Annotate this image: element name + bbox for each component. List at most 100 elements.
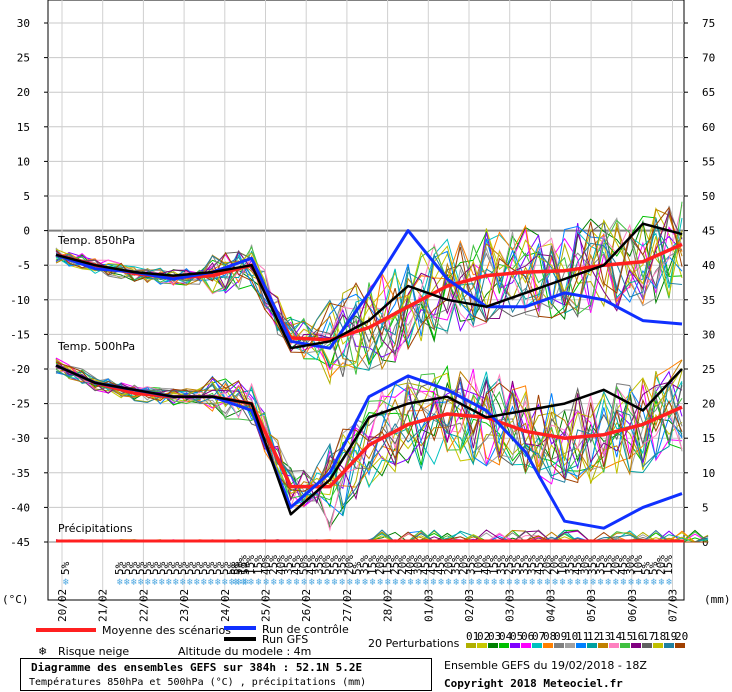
perturbation-swatch [554, 643, 564, 648]
snow-risk-percent: 15% [366, 555, 379, 575]
left-tick-label: 10 [17, 155, 30, 168]
snow-risk-cell: 30% ❄ [624, 555, 637, 588]
snow-risk-cell: 15% ❄ [601, 555, 614, 588]
snowflake-icon: ❄ [332, 577, 339, 588]
snowflake-icon: ❄ [208, 577, 215, 588]
perturbation-number: 19 [664, 630, 677, 643]
snowflake-icon: ❄ [138, 577, 145, 588]
snowflake-icon: ❄ [415, 577, 422, 588]
perturbation-swatch [664, 643, 674, 648]
snowflake-icon: ❄ [173, 577, 180, 588]
snowflake-icon: ❄ [241, 577, 248, 588]
snow-risk-cell: 5% ❄ [155, 561, 168, 588]
snowflake-icon: ❄ [560, 577, 567, 588]
snow-risk-cell: 5% ❄ [120, 561, 133, 588]
snow-risk-cell: 5% ❄ [169, 561, 182, 588]
copyright: Copyright 2018 Meteociel.fr [444, 677, 623, 690]
snow-risk-percent: 5% [169, 561, 182, 575]
snow-risk-cell: 35% ❄ [563, 555, 576, 588]
right-tick-label: 65 [702, 86, 715, 99]
perturbation-line [55, 208, 683, 371]
snow-risk-cell: 35% ❄ [525, 555, 538, 588]
perturbation-swatch [642, 643, 652, 648]
snow-risk-percent: 5% [239, 561, 252, 575]
perturbation-swatch [466, 643, 476, 648]
snow-risk-percent: 40% [480, 555, 493, 575]
perturbation-swatch [488, 643, 498, 648]
snow-risk-cell: 15% ❄ [487, 555, 500, 588]
snow-risk-cell: 45% ❄ [533, 555, 546, 588]
perturbation-line [55, 217, 683, 361]
snow-risk-cell: 35% ❄ [495, 555, 508, 588]
snowflake-icon: ❄ [522, 577, 529, 588]
left-tick-label: -25 [10, 398, 30, 411]
date-tick-label: 24/02 [219, 589, 232, 622]
snowflake-icon: ❄ [636, 577, 643, 588]
snow-risk-percent: 5% [155, 561, 168, 575]
perturbation-number: 02 [477, 630, 490, 643]
snow-risk-percent: 35% [586, 555, 599, 575]
snow-risk-cell: 5% ❄ [232, 561, 245, 588]
snowflake-icon: ❄ [256, 577, 263, 588]
series-2-t500 [55, 364, 683, 516]
snow-risk-cell: 5% ❄ [113, 561, 126, 588]
snowflake-icon: ❄ [552, 577, 559, 588]
snow-risk-cell: 15% ❄ [244, 555, 257, 588]
perturbation-number: 08 [543, 630, 556, 643]
perturbation-line [55, 220, 683, 371]
snow-risk-cell: 45% ❄ [571, 555, 584, 588]
date-tick-label: 07/03 [667, 589, 680, 622]
snow-risk-cell: 5% ❄ [176, 561, 189, 588]
right-tick-label: 40 [702, 259, 715, 272]
legend-altitude-label: Altitude du modele : 4m [178, 645, 311, 658]
snowflake-icon: ❄ [567, 577, 574, 588]
perturbation-swatch [620, 643, 630, 648]
snow-risk-percent: 5% [190, 561, 203, 575]
snowflake-icon: ❄ [613, 577, 620, 588]
snow-risk-cell: 35% ❄ [313, 555, 326, 588]
snowflake-icon: ❄ [117, 577, 124, 588]
left-tick-label: -15 [10, 328, 30, 341]
perturbation-number: 11 [576, 630, 589, 643]
left-tick-label: -20 [10, 363, 30, 376]
snow-risk-percent: 5% [225, 561, 238, 575]
snow-risk-percent: 35% [465, 555, 478, 575]
date-tick-label: 03/03 [504, 589, 517, 622]
perturbation-number: 06 [521, 630, 534, 643]
t850-label: Temp. 850hPa [57, 234, 135, 247]
snow-risk-cell: 5% ❄ [197, 561, 210, 588]
snow-risk-cell: 35% ❄ [518, 555, 531, 588]
snow-risk-cell: 35% ❄ [335, 555, 348, 588]
diagram-title-box: Diagramme des ensembles GEFS sur 384h : … [20, 658, 432, 691]
snow-risk-cell: 45% ❄ [617, 555, 630, 588]
snow-risk-percent: 20% [655, 555, 668, 575]
left-tick-label: -40 [10, 501, 30, 514]
snowflake-icon: ❄ [124, 577, 131, 588]
snow-risk-cell: 15% ❄ [237, 555, 250, 588]
snow-risk-percent: 50% [297, 555, 310, 575]
left-tick-label: 20 [17, 86, 30, 99]
snow-risk-cell: 5% ❄ [141, 561, 154, 588]
snow-risk-cell: 5% ❄ [162, 561, 175, 588]
snow-risk-cell: 35% ❄ [358, 555, 371, 588]
snowflake-icon: ❄ [446, 577, 453, 588]
perturbation-line [55, 360, 683, 504]
perturbation-number: 12 [587, 630, 600, 643]
right-tick-label: 10 [702, 467, 715, 480]
snowflake-icon: ❄ [431, 577, 438, 588]
snowflake-icon: ❄ [233, 577, 240, 588]
snow-risk-percent: 35% [335, 555, 348, 575]
snowflake-icon: ❄ [469, 577, 476, 588]
snow-risk-cell: 5% ❄ [351, 561, 364, 588]
snow-risk-percent: 40% [275, 555, 288, 575]
diagram-title: Diagramme des ensembles GEFS sur 384h : … [31, 661, 363, 674]
snowflake-icon: ❄ [236, 577, 243, 588]
snowflake-icon: ❄ [484, 577, 491, 588]
snow-risk-cell: 5% ❄ [225, 561, 238, 588]
perturbation-number: 04 [499, 630, 513, 643]
legend-snow-label: Risque neige [58, 645, 129, 658]
snow-risk-percent: 5% [639, 561, 652, 575]
perturbation-number: 17 [642, 630, 655, 643]
snowflake-icon: ❄ [590, 577, 597, 588]
